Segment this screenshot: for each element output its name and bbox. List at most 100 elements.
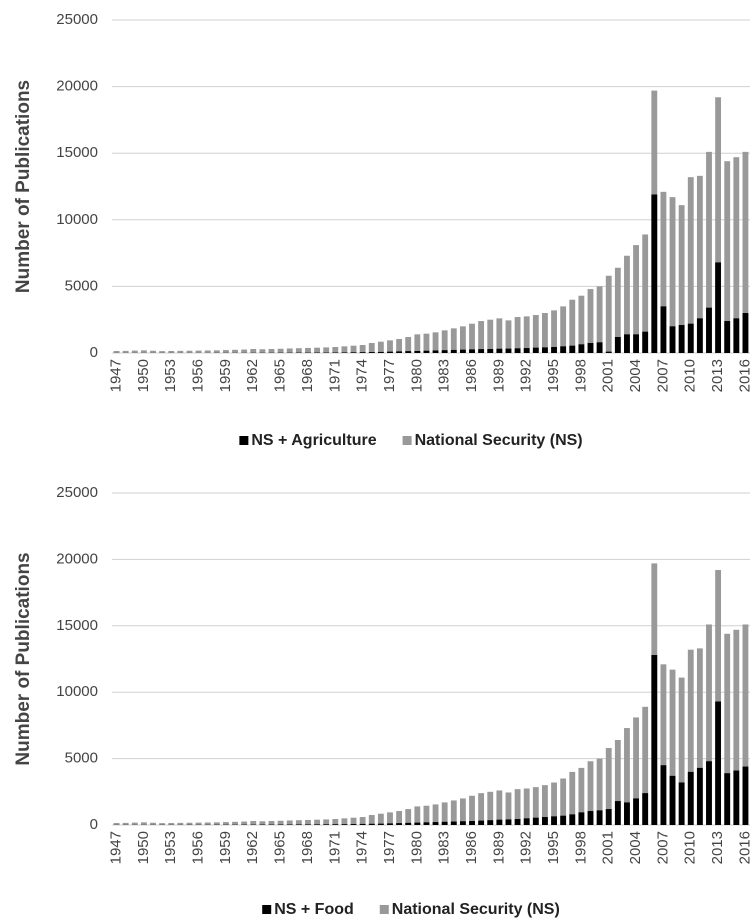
bar bbox=[532, 347, 539, 353]
x-tick-label: 1995 bbox=[545, 831, 562, 864]
bar bbox=[113, 351, 120, 353]
bar bbox=[140, 822, 147, 825]
bar bbox=[669, 775, 676, 825]
bar bbox=[387, 823, 393, 825]
x-tick-label: 1986 bbox=[463, 359, 480, 392]
x-tick-label: 2016 bbox=[736, 831, 753, 864]
bar bbox=[496, 318, 503, 353]
bar bbox=[596, 286, 603, 353]
bar bbox=[560, 815, 567, 825]
bar bbox=[250, 821, 257, 825]
bar bbox=[332, 819, 339, 825]
bar bbox=[387, 340, 393, 353]
bar bbox=[642, 331, 649, 353]
bar bbox=[359, 352, 366, 353]
bar bbox=[542, 785, 548, 825]
bar bbox=[286, 820, 293, 825]
x-tick-label: 2013 bbox=[709, 831, 726, 864]
bar bbox=[706, 624, 712, 825]
bar bbox=[204, 822, 211, 825]
bar bbox=[150, 350, 156, 353]
bar bbox=[742, 313, 749, 353]
x-tick-label: 1980 bbox=[408, 359, 425, 392]
bar bbox=[368, 343, 375, 353]
bar bbox=[368, 352, 375, 353]
bar bbox=[733, 629, 740, 825]
bar bbox=[542, 817, 548, 825]
bar bbox=[505, 348, 512, 353]
bar bbox=[396, 823, 403, 825]
bar bbox=[268, 349, 275, 353]
x-tick-label: 1965 bbox=[272, 831, 289, 864]
x-tick-label: 1989 bbox=[490, 831, 507, 864]
y-tick-label: 5000 bbox=[65, 277, 98, 294]
bar bbox=[204, 350, 211, 353]
bar bbox=[432, 804, 439, 825]
bar bbox=[450, 328, 457, 353]
bar bbox=[614, 740, 621, 825]
bar bbox=[377, 823, 384, 825]
bar bbox=[669, 197, 676, 353]
bar bbox=[614, 267, 621, 353]
x-tick-label: 1968 bbox=[299, 831, 316, 864]
x-tick-label: 2013 bbox=[709, 359, 726, 392]
bar bbox=[286, 348, 293, 353]
bar bbox=[678, 325, 685, 353]
bar bbox=[696, 648, 703, 825]
bar bbox=[569, 771, 576, 825]
x-tick-label: 1983 bbox=[436, 359, 453, 392]
bar bbox=[542, 313, 548, 353]
bar bbox=[642, 234, 649, 353]
bar bbox=[241, 349, 248, 353]
bar bbox=[687, 771, 694, 825]
bar bbox=[624, 728, 630, 825]
y-axis-title: Number of Publications bbox=[13, 552, 34, 765]
bar bbox=[341, 346, 348, 353]
bar bbox=[423, 805, 430, 825]
bar bbox=[569, 814, 576, 825]
bar bbox=[660, 191, 667, 353]
x-tick-label: 2001 bbox=[600, 359, 617, 392]
y-tick-label: 20000 bbox=[56, 550, 98, 567]
bar bbox=[450, 821, 457, 825]
bar bbox=[414, 822, 421, 825]
x-tick-label: 1974 bbox=[354, 831, 371, 864]
bar bbox=[195, 822, 202, 825]
bar bbox=[551, 782, 557, 825]
bar bbox=[551, 347, 557, 353]
y-tick-label: 20000 bbox=[56, 78, 98, 95]
bar bbox=[569, 345, 576, 353]
bar bbox=[624, 255, 630, 353]
bar bbox=[186, 822, 193, 825]
bar bbox=[696, 767, 703, 825]
bar bbox=[587, 811, 594, 825]
legend-swatch bbox=[262, 905, 272, 914]
bar bbox=[696, 318, 703, 353]
x-tick-label: 1968 bbox=[299, 359, 316, 392]
bar bbox=[432, 350, 439, 353]
bar bbox=[478, 793, 485, 825]
bar bbox=[305, 824, 311, 825]
bar bbox=[660, 664, 667, 825]
bar bbox=[359, 823, 366, 825]
y-tick-label: 0 bbox=[90, 344, 98, 361]
bar bbox=[687, 323, 694, 353]
bar bbox=[669, 669, 676, 825]
bar bbox=[514, 317, 521, 353]
bar bbox=[150, 822, 156, 825]
bar bbox=[505, 819, 512, 825]
x-tick-label: 1992 bbox=[518, 831, 535, 864]
bar bbox=[423, 822, 430, 825]
bar bbox=[706, 761, 712, 825]
bar bbox=[350, 345, 357, 353]
bar bbox=[715, 701, 722, 825]
x-tick-label: 1995 bbox=[545, 359, 562, 392]
x-tick-label: 1983 bbox=[436, 831, 453, 864]
bar bbox=[359, 345, 366, 353]
bar bbox=[469, 821, 475, 825]
bar bbox=[323, 347, 330, 353]
bar bbox=[159, 823, 166, 825]
bar bbox=[569, 299, 576, 353]
bar bbox=[168, 823, 175, 825]
bar bbox=[578, 767, 585, 825]
